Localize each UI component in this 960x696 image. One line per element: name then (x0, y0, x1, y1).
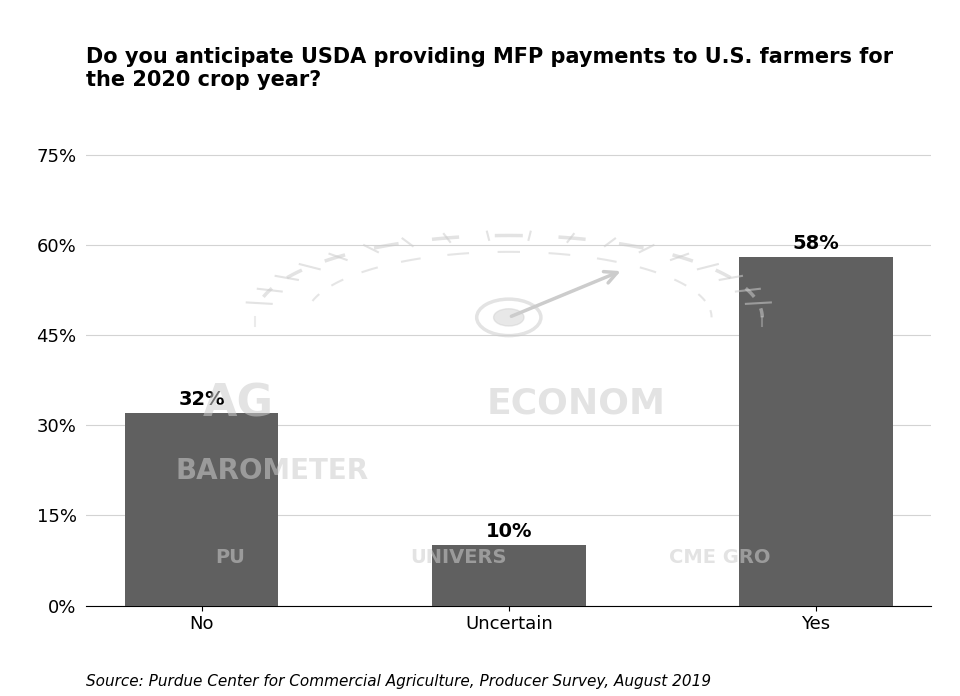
Text: AG: AG (203, 382, 274, 425)
Text: CME GRO: CME GRO (669, 548, 771, 567)
Bar (125, 413, 278, 606)
Circle shape (493, 309, 524, 326)
Text: PU: PU (215, 548, 245, 567)
Text: Do you anticipate USDA providing MFP payments to U.S. farmers for
the 2020 crop : Do you anticipate USDA providing MFP pay… (86, 47, 894, 90)
Text: UNIVERS: UNIVERS (410, 548, 506, 567)
Bar (739, 258, 893, 606)
Text: BAROMETER: BAROMETER (176, 457, 369, 485)
Text: ECONOM: ECONOM (487, 387, 666, 421)
Text: 58%: 58% (793, 234, 839, 253)
Text: Source: Purdue Center for Commercial Agriculture, Producer Survey, August 2019: Source: Purdue Center for Commercial Agr… (86, 674, 711, 689)
Bar (432, 546, 586, 606)
Text: 10%: 10% (486, 522, 532, 541)
Text: 32%: 32% (179, 390, 225, 409)
